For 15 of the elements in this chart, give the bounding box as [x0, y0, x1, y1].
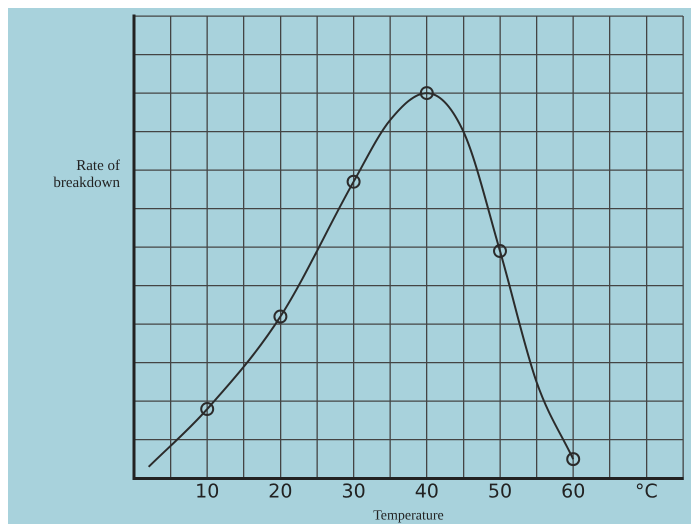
x-tick-label: 50	[488, 480, 512, 503]
x-tick-label: 60	[561, 480, 586, 503]
x-tick-label: 20	[268, 480, 292, 503]
point	[273, 310, 288, 324]
point	[493, 244, 507, 258]
x-tick-label: 30	[342, 480, 366, 503]
y-axis-title: Rate of breakdown	[52, 157, 121, 193]
point	[346, 174, 361, 189]
x-tick-label: °C	[635, 480, 658, 503]
x-axis-title: Temperature	[373, 508, 444, 524]
point	[200, 402, 214, 416]
point	[566, 452, 580, 466]
x-tick-label: 40	[414, 480, 439, 503]
x-tick-label: 10	[195, 480, 220, 503]
point	[420, 86, 434, 100]
